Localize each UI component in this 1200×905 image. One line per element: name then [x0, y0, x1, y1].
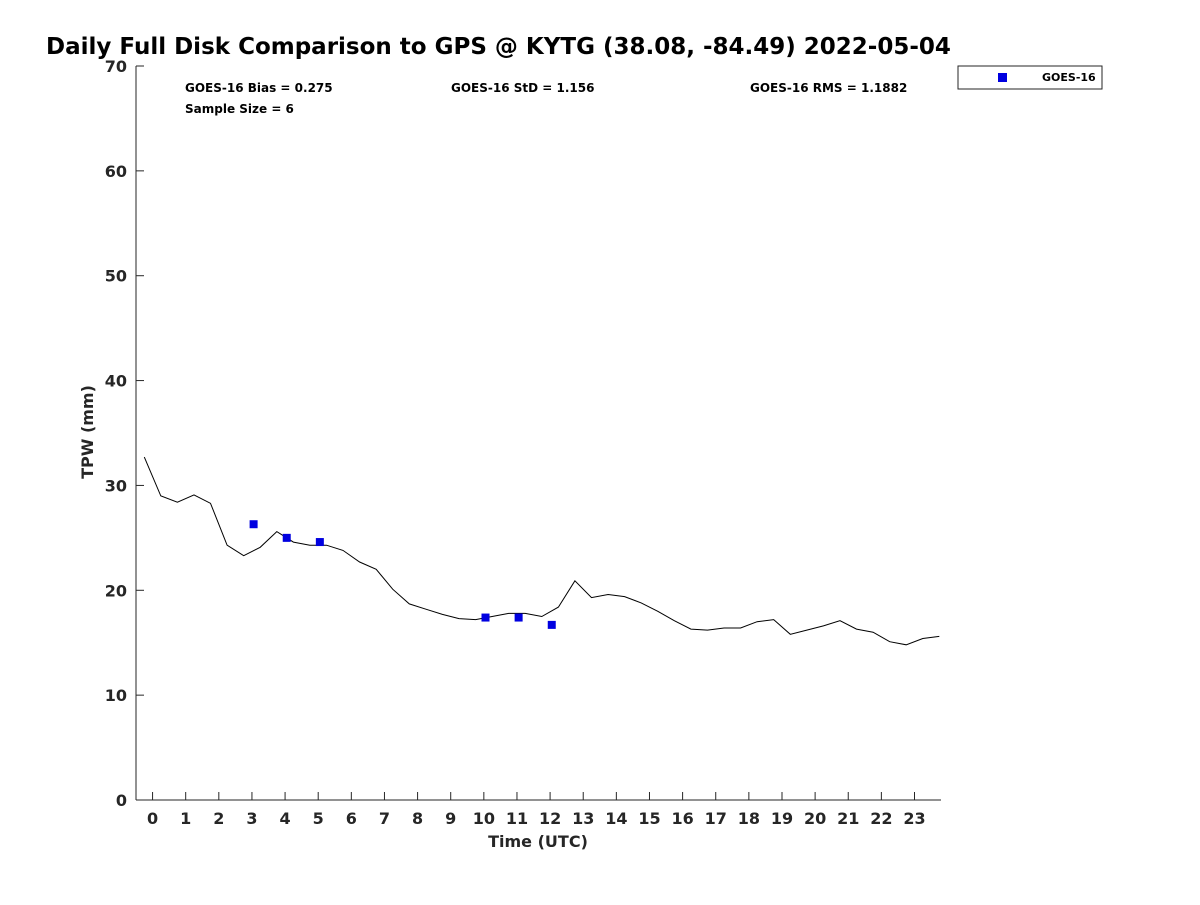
x-tick-label: 2 — [213, 809, 224, 828]
x-tick-label: 16 — [671, 809, 693, 828]
goes16-point — [282, 533, 291, 542]
x-tick-label: 20 — [804, 809, 826, 828]
stat-rms: GOES-16 RMS = 1.1882 — [750, 81, 907, 95]
legend-marker — [998, 73, 1007, 82]
y-tick-label: 10 — [105, 686, 127, 705]
x-tick-label: 21 — [837, 809, 859, 828]
x-tick-label: 10 — [473, 809, 495, 828]
x-tick-label: 17 — [705, 809, 727, 828]
x-tick-label: 8 — [412, 809, 423, 828]
x-tick-label: 1 — [180, 809, 191, 828]
y-tick-label: 0 — [116, 791, 127, 810]
y-axis-label: TPW (mm) — [78, 385, 97, 479]
x-tick-label: 12 — [539, 809, 561, 828]
x-tick-label: 18 — [738, 809, 760, 828]
y-tick-label: 20 — [105, 581, 127, 600]
legend-label: GOES-16 — [1042, 71, 1096, 84]
chart-title: Daily Full Disk Comparison to GPS @ KYTG… — [46, 34, 951, 60]
x-tick-label: 23 — [903, 809, 925, 828]
goes16-point — [481, 613, 490, 622]
y-tick-label: 50 — [105, 267, 127, 286]
x-axis-label: Time (UTC) — [488, 832, 588, 851]
series-layer — [143, 456, 940, 646]
y-tick-label: 70 — [105, 57, 127, 76]
stat-sample-size: Sample Size = 6 — [185, 102, 294, 116]
y-tick-label: 40 — [105, 372, 127, 391]
x-tick-label: 14 — [605, 809, 627, 828]
y-tick-label: 60 — [105, 162, 127, 181]
legend-box — [957, 65, 1103, 90]
x-tick-label: 0 — [147, 809, 158, 828]
x-tick-label: 5 — [313, 809, 324, 828]
x-tick-label: 13 — [572, 809, 594, 828]
x-tick-label: 4 — [280, 809, 291, 828]
stat-bias: GOES-16 Bias = 0.275 — [185, 81, 333, 95]
x-tick-label: 19 — [771, 809, 793, 828]
goes16-point — [514, 613, 523, 622]
legend: GOES-16 — [957, 65, 1103, 90]
y-tick-label: 30 — [105, 476, 127, 495]
goes16-point — [547, 620, 556, 629]
x-axis-ticks: 0 1 2 3 4 5 6 7 8 9 10 11 12 13 14 15 16 17 18 19 20 21 22 23 — [147, 792, 926, 828]
x-tick-label: 22 — [870, 809, 892, 828]
stat-std: GOES-16 StD = 1.156 — [451, 81, 594, 95]
x-tick-label: 6 — [346, 809, 357, 828]
x-tick-label: 3 — [246, 809, 257, 828]
goes16-point — [315, 538, 324, 547]
x-tick-label: 7 — [379, 809, 390, 828]
goes16-point — [249, 520, 258, 529]
x-tick-label: 9 — [445, 809, 456, 828]
gps-tpw-line — [143, 456, 940, 646]
x-tick-label: 11 — [506, 809, 528, 828]
x-tick-label: 15 — [638, 809, 660, 828]
y-axis-ticks: 0 10 20 30 40 50 60 70 — [105, 57, 144, 810]
